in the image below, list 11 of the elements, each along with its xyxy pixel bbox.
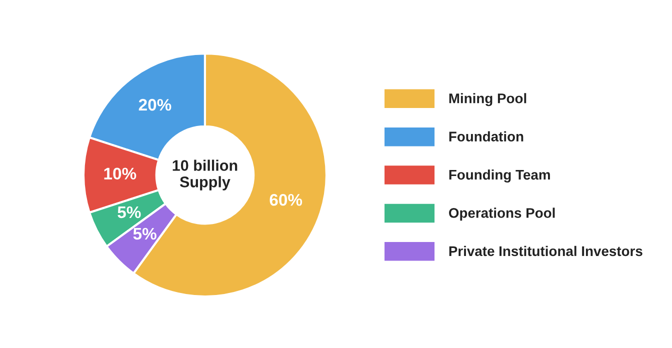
data-label: 60% — [270, 194, 302, 206]
legend-label: Foundation — [449, 131, 524, 142]
data-label: 5% — [133, 228, 156, 240]
text: 10 billion Supply — [172, 160, 238, 190]
legend-label: Mining Pool — [449, 93, 526, 106]
data-label: 10% — [104, 168, 136, 180]
data-label: 5% — [118, 206, 141, 218]
legend-label: Founding Team — [449, 169, 550, 182]
legend-label: Operations Pool — [448, 208, 555, 221]
legend-label: Private Institutional Investors — [449, 246, 642, 256]
data-label: 20% — [138, 98, 172, 111]
